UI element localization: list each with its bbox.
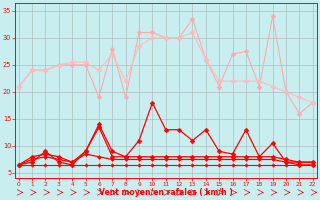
X-axis label: Vent moyen/en rafales ( km/h ): Vent moyen/en rafales ( km/h ) [99, 188, 233, 197]
